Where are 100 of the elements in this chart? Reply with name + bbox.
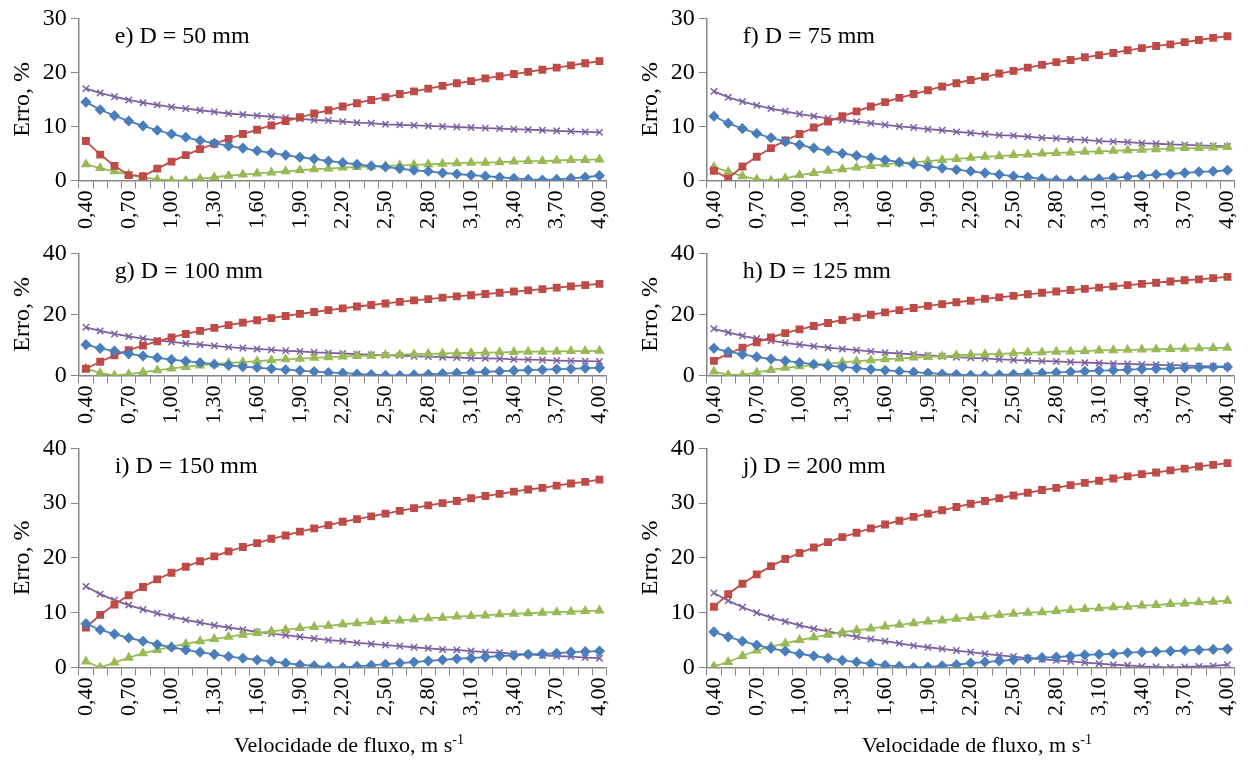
x-tick-label: 1,00 [785,677,811,716]
y-tick-label: 10 [670,598,695,625]
x-tick-label: 3,70 [542,677,568,716]
x-tick-label: 2,80 [414,677,440,716]
x-tick-label: 1,90 [285,677,311,716]
x-tick-label: 2,50 [371,677,397,716]
x-tick-label: 2,20 [956,385,982,424]
y-tick-label: 0 [54,165,67,192]
x-tick-label: 1,60 [870,385,896,424]
x-tick-label: 3,40 [1127,677,1153,716]
y-tick-label: 0 [54,652,67,679]
x-tick-label: 1,90 [285,385,311,424]
y-tick-label: 20 [42,57,67,84]
x-axis-title: Velocidade de fluxo, m s$^{-1}$ [233,731,465,760]
x-tick-label: 2,50 [999,677,1025,716]
x-tick-label: 1,90 [913,190,939,229]
x-tick-label: 0,70 [742,385,768,424]
y-tick-label: 20 [670,57,695,84]
x-tick-label: 1,90 [913,677,939,716]
y-tick-label: 20 [670,543,695,570]
x-tick-label: 4,00 [585,385,611,424]
x-tick-label: 3,10 [456,677,482,716]
y-tick-label: 10 [670,111,695,138]
y-tick-label: 40 [42,238,67,265]
x-tick-label: 1,60 [242,385,268,424]
y-axis-title: Erro, % [635,277,662,352]
y-tick-label: 20 [42,543,67,570]
x-tick-label: 0,70 [114,190,140,229]
x-tick-label: 3,10 [1084,385,1110,424]
x-tick-label: 0,70 [114,677,140,716]
x-axis-title: Velocidade de fluxo, m s$^{-1}$ [861,731,1093,760]
x-tick-label: 1,30 [200,190,226,229]
x-tick-label: 3,10 [1084,190,1110,229]
x-tick-label: 0,40 [71,190,97,229]
x-tick-label: 0,70 [742,190,768,229]
y-tick-label: 40 [670,238,695,265]
annotation: h) D = 125 mm [742,256,892,283]
y-tick-label: 20 [670,299,695,326]
x-tick-label: 0,40 [699,190,725,229]
x-tick-label: 2,20 [956,677,982,716]
x-tick-label: 2,50 [999,385,1025,424]
x-tick-label: 1,30 [828,677,854,716]
y-tick-label: 20 [42,299,67,326]
annotation: i) D = 150 mm [114,451,258,478]
x-tick-label: 3,40 [499,190,525,229]
y-tick-label: 40 [670,433,695,460]
x-tick-label: 2,20 [328,190,354,229]
x-tick-label: 0,40 [71,677,97,716]
y-tick-label: 30 [42,488,67,515]
y-axis-title: Erro, % [635,62,662,137]
x-tick-label: 4,00 [1213,190,1239,229]
x-tick-label: 1,30 [200,677,226,716]
x-tick-label: 1,60 [870,677,896,716]
x-tick-label: 3,70 [542,385,568,424]
x-tick-label: 1,00 [157,190,183,229]
y-tick-label: 30 [42,3,67,30]
annotation: e) D = 50 mm [114,21,250,48]
x-tick-label: 2,50 [371,385,397,424]
x-tick-label: 4,00 [585,190,611,229]
x-tick-label: 1,00 [785,190,811,229]
x-tick-label: 3,40 [499,677,525,716]
y-axis-title: Erro, % [635,520,662,596]
x-tick-label: 2,20 [328,385,354,424]
y-axis-title: Erro, % [7,520,34,596]
x-tick-label: 2,80 [1042,190,1068,229]
y-tick-label: 30 [670,488,695,515]
x-tick-label: 2,80 [1042,677,1068,716]
x-tick-label: 3,70 [1170,385,1196,424]
x-tick-label: 1,60 [242,677,268,716]
x-tick-label: 3,40 [1127,385,1153,424]
annotation: g) D = 100 mm [114,256,264,283]
x-tick-label: 2,50 [999,190,1025,229]
x-tick-label: 2,80 [414,385,440,424]
y-tick-label: 40 [42,433,67,460]
x-tick-label: 1,30 [200,385,226,424]
x-tick-label: 3,70 [1170,190,1196,229]
x-tick-label: 2,50 [371,190,397,229]
x-tick-label: 1,60 [242,190,268,229]
x-tick-label: 1,90 [913,385,939,424]
x-tick-label: 3,10 [456,385,482,424]
x-tick-label: 1,60 [870,190,896,229]
annotation: f) D = 75 mm [742,21,876,48]
x-tick-label: 3,10 [1084,677,1110,716]
y-tick-label: 0 [682,165,695,192]
x-tick-label: 3,40 [499,385,525,424]
x-tick-label: 3,70 [1170,677,1196,716]
x-tick-label: 1,00 [157,385,183,424]
x-tick-label: 2,20 [328,677,354,716]
x-tick-label: 1,30 [828,385,854,424]
x-tick-label: 0,40 [71,385,97,424]
x-tick-label: 0,40 [699,677,725,716]
x-tick-label: 3,70 [542,190,568,229]
x-tick-label: 4,00 [585,677,611,716]
x-tick-label: 1,00 [157,677,183,716]
x-tick-label: 2,80 [414,190,440,229]
y-axis-title: Erro, % [7,62,34,137]
x-tick-label: 1,30 [828,190,854,229]
x-tick-label: 0,70 [114,385,140,424]
y-tick-label: 0 [682,360,695,387]
x-tick-label: 2,20 [956,190,982,229]
